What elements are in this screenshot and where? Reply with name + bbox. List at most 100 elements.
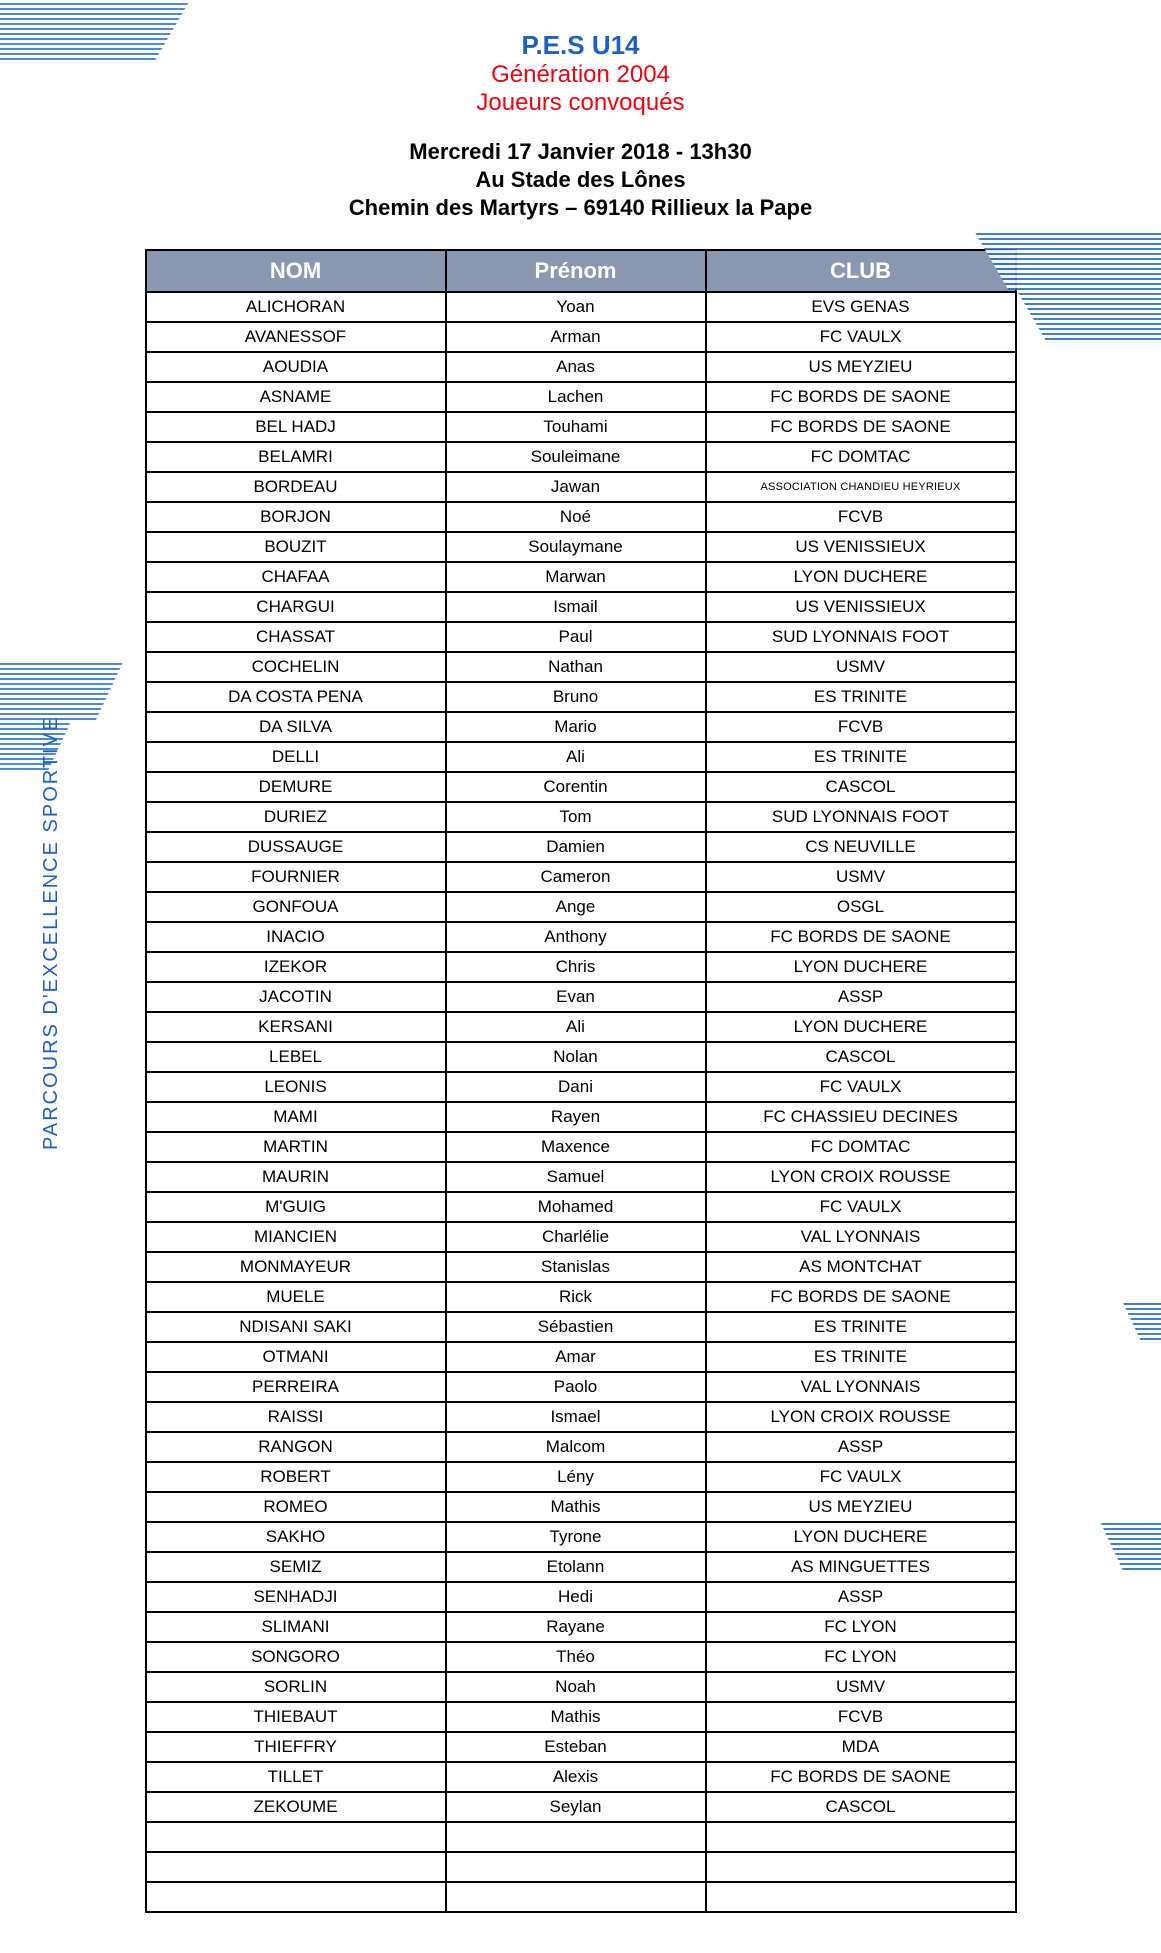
- table-row: NDISANI SAKISébastienES TRINITE: [146, 1312, 1016, 1342]
- col-header-club: CLUB: [706, 250, 1016, 292]
- cell-prenom: Nathan: [446, 652, 706, 682]
- side-vertical-label: PARCOURS D'EXCELLENCE SPORTIVE: [40, 716, 63, 1150]
- cell-empty: [446, 1852, 706, 1882]
- cell-prenom: Tom: [446, 802, 706, 832]
- table-row: JACOTINEvanASSP: [146, 982, 1016, 1012]
- cell-club: FCVB: [706, 1702, 1016, 1732]
- cell-club: ASSOCIATION CHANDIEU HEYRIEUX: [706, 472, 1016, 502]
- cell-nom: SENHADJI: [146, 1582, 446, 1612]
- table-row: BOUZITSoulaymaneUS VENISSIEUX: [146, 532, 1016, 562]
- cell-nom: BORDEAU: [146, 472, 446, 502]
- table-row: BORDEAUJawanASSOCIATION CHANDIEU HEYRIEU…: [146, 472, 1016, 502]
- decoration-stripes: [1099, 1520, 1161, 1570]
- table-row-empty: [146, 1822, 1016, 1852]
- cell-club: ES TRINITE: [706, 1342, 1016, 1372]
- table-row: CHAFAAMarwanLYON DUCHERE: [146, 562, 1016, 592]
- cell-prenom: Anas: [446, 352, 706, 382]
- cell-nom: DURIEZ: [146, 802, 446, 832]
- table-row: AOUDIAAnasUS MEYZIEU: [146, 352, 1016, 382]
- cell-club: SUD LYONNAIS FOOT: [706, 802, 1016, 832]
- cell-empty: [706, 1852, 1016, 1882]
- cell-club: EVS GENAS: [706, 292, 1016, 322]
- cell-prenom: Paolo: [446, 1372, 706, 1402]
- table-row: RAISSIIsmaelLYON CROIX ROUSSE: [146, 1402, 1016, 1432]
- table-row: CHARGUIIsmailUS VENISSIEUX: [146, 592, 1016, 622]
- cell-prenom: Maxence: [446, 1132, 706, 1162]
- cell-prenom: Soulaymane: [446, 532, 706, 562]
- cell-prenom: Yoan: [446, 292, 706, 322]
- table-row: DELLIAliES TRINITE: [146, 742, 1016, 772]
- cell-nom: MARTIN: [146, 1132, 446, 1162]
- cell-club: AS MINGUETTES: [706, 1552, 1016, 1582]
- cell-prenom: Rick: [446, 1282, 706, 1312]
- col-header-nom: NOM: [146, 250, 446, 292]
- table-row: OTMANIAmarES TRINITE: [146, 1342, 1016, 1372]
- cell-club: US VENISSIEUX: [706, 532, 1016, 562]
- cell-nom: BELAMRI: [146, 442, 446, 472]
- cell-club: FC BORDS DE SAONE: [706, 1762, 1016, 1792]
- cell-club: FCVB: [706, 712, 1016, 742]
- table-row: INACIOAnthonyFC BORDS DE SAONE: [146, 922, 1016, 952]
- cell-nom: RAISSI: [146, 1402, 446, 1432]
- table-row: THIEBAUTMathisFCVB: [146, 1702, 1016, 1732]
- table-row: LEONISDaniFC VAULX: [146, 1072, 1016, 1102]
- cell-prenom: Ismael: [446, 1402, 706, 1432]
- cell-prenom: Théo: [446, 1642, 706, 1672]
- cell-prenom: Tyrone: [446, 1522, 706, 1552]
- decoration-stripes: [0, 660, 124, 720]
- cell-prenom: Noah: [446, 1672, 706, 1702]
- cell-prenom: Evan: [446, 982, 706, 1012]
- cell-prenom: Hedi: [446, 1582, 706, 1612]
- table-row: TILLETAlexisFC BORDS DE SAONE: [146, 1762, 1016, 1792]
- cell-club: LYON CROIX ROUSSE: [706, 1162, 1016, 1192]
- cell-prenom: Ismail: [446, 592, 706, 622]
- cell-club: LYON DUCHERE: [706, 562, 1016, 592]
- table-row: PERREIRAPaoloVAL LYONNAIS: [146, 1372, 1016, 1402]
- cell-club: LYON DUCHERE: [706, 952, 1016, 982]
- cell-club: CASCOL: [706, 772, 1016, 802]
- table-row: SORLINNoahUSMV: [146, 1672, 1016, 1702]
- subtitle-convocation: Joueurs convoqués: [231, 89, 931, 117]
- cell-nom: NDISANI SAKI: [146, 1312, 446, 1342]
- cell-prenom: Arman: [446, 322, 706, 352]
- cell-club: LYON DUCHERE: [706, 1012, 1016, 1042]
- table-row: MARTINMaxenceFC DOMTAC: [146, 1132, 1016, 1162]
- cell-club: ES TRINITE: [706, 682, 1016, 712]
- cell-nom: SONGORO: [146, 1642, 446, 1672]
- table-row: ROBERTLényFC VAULX: [146, 1462, 1016, 1492]
- cell-prenom: Stanislas: [446, 1252, 706, 1282]
- cell-prenom: Etolann: [446, 1552, 706, 1582]
- table-row-empty: [146, 1882, 1016, 1912]
- table-row: DURIEZTomSUD LYONNAIS FOOT: [146, 802, 1016, 832]
- table-row: SLIMANIRayaneFC LYON: [146, 1612, 1016, 1642]
- cell-club: LYON DUCHERE: [706, 1522, 1016, 1552]
- table-row: SAKHOTyroneLYON DUCHERE: [146, 1522, 1016, 1552]
- cell-nom: MAURIN: [146, 1162, 446, 1192]
- cell-club: VAL LYONNAIS: [706, 1372, 1016, 1402]
- cell-nom: DA SILVA: [146, 712, 446, 742]
- table-row-empty: [146, 1852, 1016, 1882]
- cell-prenom: Damien: [446, 832, 706, 862]
- cell-empty: [446, 1822, 706, 1852]
- cell-nom: SEMIZ: [146, 1552, 446, 1582]
- cell-prenom: Alexis: [446, 1762, 706, 1792]
- cell-nom: MIANCIEN: [146, 1222, 446, 1252]
- cell-nom: TILLET: [146, 1762, 446, 1792]
- cell-prenom: Ali: [446, 1012, 706, 1042]
- title: P.E.S U14: [231, 30, 931, 61]
- cell-prenom: Rayen: [446, 1102, 706, 1132]
- table-row: SONGOROThéoFC LYON: [146, 1642, 1016, 1672]
- cell-nom: MONMAYEUR: [146, 1252, 446, 1282]
- cell-nom: OTMANI: [146, 1342, 446, 1372]
- table-row: COCHELINNathanUSMV: [146, 652, 1016, 682]
- cell-nom: MUELE: [146, 1282, 446, 1312]
- cell-nom: JACOTIN: [146, 982, 446, 1012]
- cell-club: USMV: [706, 862, 1016, 892]
- cell-prenom: Rayane: [446, 1612, 706, 1642]
- decoration-stripes: [1122, 1300, 1161, 1340]
- cell-club: FC DOMTAC: [706, 442, 1016, 472]
- cell-prenom: Nolan: [446, 1042, 706, 1072]
- table-row: MONMAYEURStanislasAS MONTCHAT: [146, 1252, 1016, 1282]
- table-row: ROMEOMathisUS MEYZIEU: [146, 1492, 1016, 1522]
- cell-club: ES TRINITE: [706, 742, 1016, 772]
